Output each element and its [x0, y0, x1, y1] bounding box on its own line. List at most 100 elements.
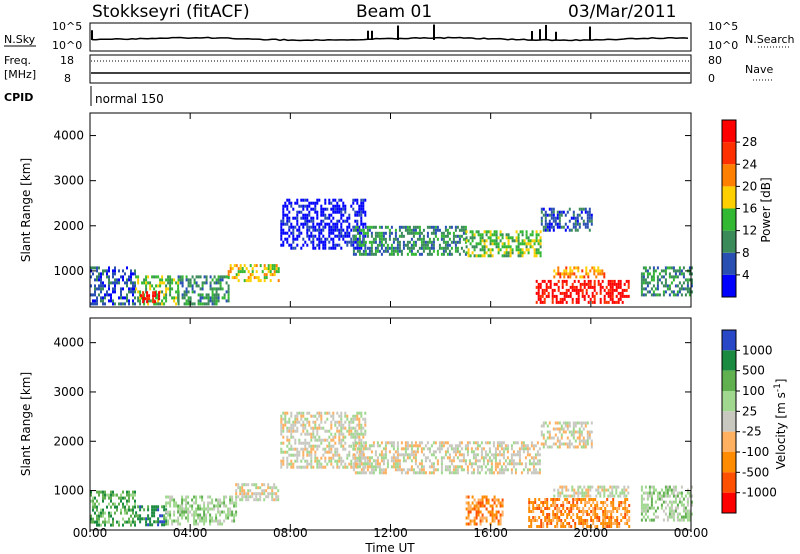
echo-cell — [358, 234, 361, 238]
echo-cell — [203, 513, 206, 517]
echo-cell — [613, 300, 616, 304]
echo-cell — [306, 216, 309, 220]
echo-cell — [116, 508, 118, 512]
echo-cell — [326, 222, 329, 226]
echo-cell — [546, 445, 549, 449]
echo-cell — [686, 509, 689, 513]
echo-cell — [132, 496, 134, 500]
echo-cell — [380, 237, 383, 241]
echo-cell — [398, 465, 401, 469]
echo-cell — [185, 501, 188, 505]
echo-cell — [191, 302, 194, 306]
echo-cell — [358, 237, 361, 241]
echo-cell — [154, 291, 157, 295]
echo-cell — [599, 282, 602, 286]
echo-cell — [432, 468, 435, 472]
echo-cell — [132, 302, 134, 306]
echo-cell — [578, 421, 581, 425]
echo-cell — [574, 424, 577, 428]
echo-cell — [217, 281, 220, 285]
echo-cell — [426, 225, 429, 229]
echo-cell — [193, 290, 196, 294]
echo-cell — [286, 426, 289, 430]
echo-cell — [422, 237, 425, 241]
echo-cell — [568, 507, 571, 510]
echo-cell — [201, 287, 204, 291]
echo-cell — [251, 483, 254, 487]
echo-cell — [388, 237, 391, 241]
echo-cell — [108, 278, 110, 282]
echo-cell — [157, 508, 160, 512]
echo-cell — [426, 234, 429, 238]
echo-cell — [534, 453, 537, 457]
echo-cell — [394, 456, 397, 460]
echo-cell — [528, 447, 531, 451]
echo-cell — [488, 450, 491, 454]
echo-cell — [282, 441, 285, 445]
echo-cell — [308, 450, 311, 454]
echo-cell — [616, 519, 619, 522]
echo-cell — [509, 254, 512, 258]
echo-cell — [330, 450, 333, 454]
echo-cell — [354, 429, 357, 433]
echo-cell — [648, 266, 651, 270]
echo-cell — [525, 242, 528, 246]
echo-cell — [92, 299, 94, 303]
echo-cell — [169, 510, 172, 514]
echo-cell — [318, 246, 321, 250]
echo-cell — [536, 471, 539, 475]
echo-cell — [362, 252, 365, 256]
echo-cell — [432, 441, 435, 445]
echo-cell — [550, 213, 553, 217]
echo-cell — [145, 517, 148, 521]
echo-cell — [479, 498, 482, 502]
echo-cell — [454, 465, 457, 469]
echo-cell — [130, 508, 132, 512]
echo-cell — [452, 240, 455, 244]
echo-cell — [577, 300, 580, 304]
echo-cell — [340, 429, 343, 433]
echo-cell — [312, 465, 315, 469]
echo-cell — [316, 456, 319, 460]
echo-cell — [594, 504, 597, 507]
echo-cell — [489, 233, 492, 237]
echo-cell — [406, 231, 409, 235]
echo-cell — [507, 254, 510, 258]
echo-cell — [573, 488, 576, 492]
echo-cell — [603, 300, 606, 304]
echo-cell — [350, 243, 353, 247]
echo-cell — [362, 450, 365, 454]
echo-cell — [574, 216, 577, 220]
echo-cell — [618, 501, 621, 504]
echo-cell — [456, 468, 459, 472]
echo-cell — [173, 513, 176, 517]
echo-cell — [682, 506, 685, 510]
echo-cell — [485, 507, 488, 511]
echo-cell — [561, 485, 564, 489]
echo-cell — [582, 421, 585, 425]
echo-cell — [464, 447, 467, 451]
echo-cell — [584, 445, 587, 449]
echo-cell — [213, 275, 216, 279]
echo-cell — [475, 242, 478, 246]
echo-cell — [483, 495, 486, 499]
echo-cell — [193, 516, 196, 520]
echo-cell — [141, 517, 144, 521]
echo-cell — [261, 270, 264, 274]
echo-cell — [330, 414, 333, 418]
echo-cell — [672, 509, 675, 513]
echo-cell — [332, 240, 335, 244]
echo-cell — [364, 432, 367, 436]
echo-cell — [605, 488, 608, 492]
echo-cell — [336, 210, 339, 214]
echo-cell — [526, 450, 529, 454]
echo-cell — [495, 242, 498, 246]
echo-cell — [606, 510, 609, 513]
echo-cell — [668, 488, 671, 492]
echo-cell — [432, 462, 435, 466]
echo-cell — [288, 441, 291, 445]
echo-cell — [410, 252, 413, 256]
echo-cell — [165, 278, 168, 282]
echo-cell — [360, 207, 363, 211]
echo-cell — [481, 248, 484, 252]
